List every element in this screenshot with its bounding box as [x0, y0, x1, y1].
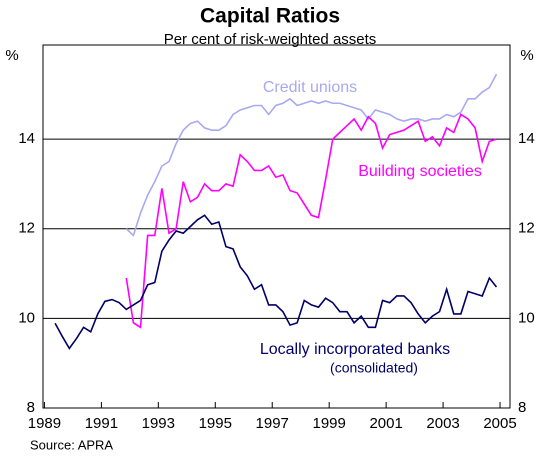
x-tick-label: 1989	[28, 415, 61, 432]
chart-title: Capital Ratios	[200, 5, 340, 28]
series-label: Credit unions	[263, 79, 357, 96]
x-tick-label: 1991	[85, 415, 118, 432]
y2-tick-label: 12	[518, 220, 535, 237]
series-line	[125, 73, 498, 237]
x-tick-label: 1997	[256, 415, 289, 432]
x-tick-label: 2001	[369, 415, 402, 432]
series-label: Locally incorporated banks	[260, 341, 450, 358]
source: Source: APRA	[30, 437, 113, 452]
y-unit: %	[5, 47, 18, 64]
y-tick-label: 10	[18, 309, 35, 326]
y-tick-label: 12	[18, 220, 35, 237]
y2-tick-label: 14	[518, 130, 535, 147]
y-tick-label: 8	[27, 399, 35, 416]
x-tick-label: 2003	[426, 415, 459, 432]
plot-frame	[42, 44, 511, 409]
y-tick-label: 14	[18, 130, 35, 147]
series-label: Building societies	[358, 163, 482, 180]
y2-unit: %	[520, 47, 533, 64]
annotation: (consolidated)	[330, 360, 418, 376]
series-line	[54, 214, 498, 350]
y2-tick-label: 10	[518, 309, 535, 326]
x-tick-label: 2005	[483, 415, 516, 432]
chart-subtitle: Per cent of risk-weighted assets	[164, 31, 377, 48]
y2-tick-label: 8	[518, 399, 526, 416]
x-tick-label: 1993	[142, 415, 175, 432]
x-tick-label: 1995	[199, 415, 232, 432]
series-line	[125, 113, 497, 329]
x-tick-label: 1999	[312, 415, 345, 432]
